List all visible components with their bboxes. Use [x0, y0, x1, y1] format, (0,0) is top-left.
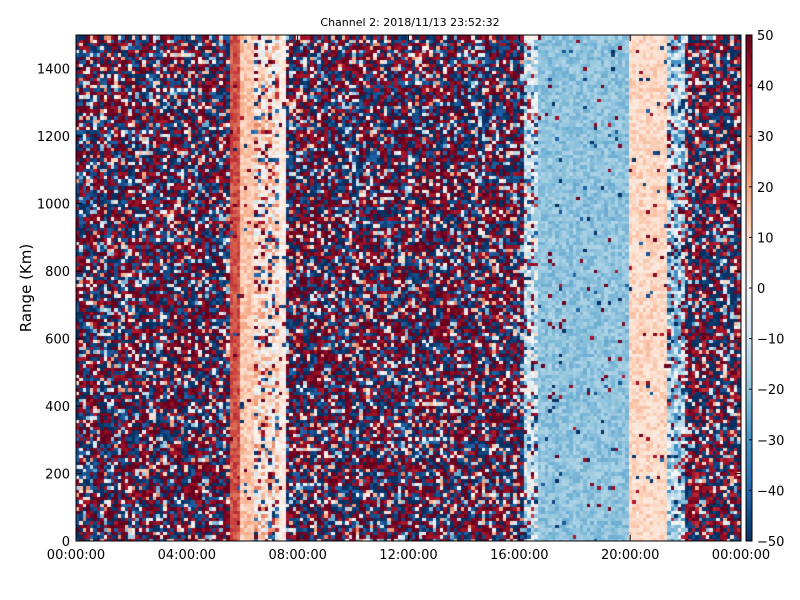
colorbar-tick-label: −10 — [757, 333, 784, 348]
chart-title: Channel 2: 2018/11/13 23:52:32 — [320, 16, 499, 29]
colorbar-tick-label: −40 — [757, 484, 784, 499]
y-tick-label: 1200 — [37, 130, 70, 145]
y-axis-ticks: 0 200 400 600 800 1000 1200 1400 — [37, 63, 741, 550]
y-tick-label: 400 — [45, 400, 70, 415]
x-tick-label: 20:00:00 — [601, 548, 659, 563]
colorbar-tick-label: −30 — [757, 434, 784, 449]
colorbar-tick-label: −50 — [757, 535, 784, 550]
x-tick-label: 08:00:00 — [268, 548, 326, 563]
y-tick-label: 800 — [45, 265, 70, 280]
colorbar-tick-label: 30 — [757, 130, 774, 145]
heatmap-image — [76, 35, 741, 541]
x-tick-label: 00:00:00 — [47, 548, 105, 563]
y-tick-label: 1000 — [37, 198, 70, 213]
colorbar-tick-label: 40 — [757, 80, 774, 95]
y-tick-label: 200 — [45, 468, 70, 483]
x-axis-ticks: 00:00:00 04:00:00 08:00:00 12:00:00 16:00:00… — [47, 35, 770, 563]
y-tick-label: 1400 — [37, 63, 70, 78]
colorbar-tick-label: 0 — [757, 282, 765, 297]
x-tick-label: 12:00:00 — [379, 548, 437, 563]
colorbar-tick-label: 20 — [757, 181, 774, 196]
x-tick-label: 00:00:00 — [712, 548, 770, 563]
y-tick-label: 0 — [62, 535, 70, 550]
colorbar-tick-label: 10 — [757, 231, 774, 246]
colorbar-ticks: 50 40 30 20 10 0 −10 −20 −30 −40 −50 — [749, 29, 784, 550]
colorbar-tick-label: −20 — [757, 383, 784, 398]
heatmap-cells — [76, 35, 741, 541]
x-tick-label: 16:00:00 — [490, 548, 548, 563]
y-tick-label: 600 — [45, 333, 70, 348]
colorbar-tick-label: 50 — [757, 29, 774, 44]
x-tick-label: 04:00:00 — [158, 548, 216, 563]
y-axis-label: Range (Km) — [17, 244, 35, 332]
